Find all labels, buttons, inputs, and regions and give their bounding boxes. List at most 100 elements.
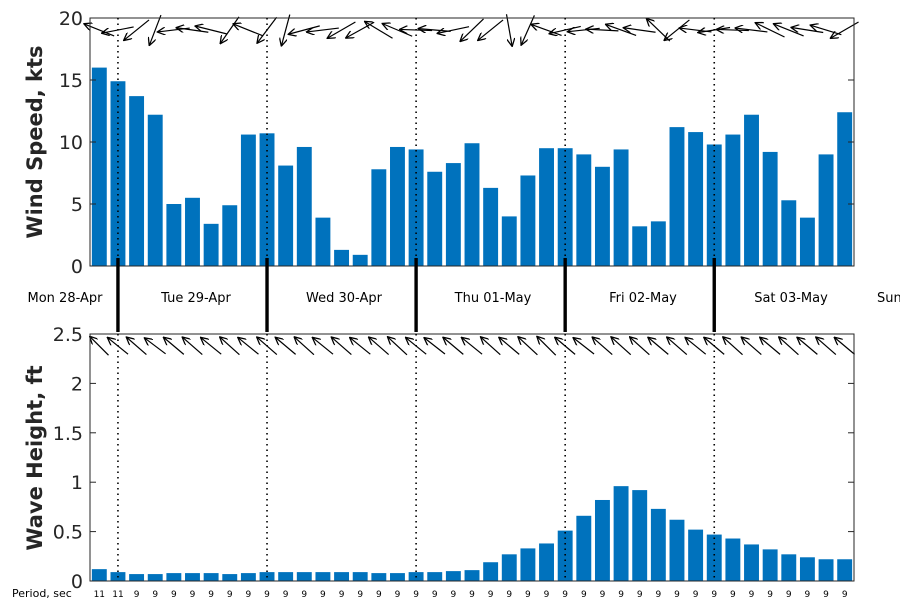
wave-y-tick-label: 2.5 — [53, 324, 83, 346]
wind-direction-arrow — [717, 29, 749, 30]
wave-direction-arrow — [90, 337, 109, 356]
wave-direction-arrow — [518, 337, 538, 356]
wave-y-tick-label: 1 — [71, 472, 83, 494]
wave-bar — [837, 559, 853, 581]
wind-direction-arrow — [307, 28, 339, 32]
period-value: 9 — [637, 590, 643, 600]
wave-direction-arrow — [481, 337, 501, 356]
wind-bar — [781, 200, 797, 266]
period-value: 9 — [581, 590, 587, 600]
wind-bar — [688, 132, 704, 266]
wave-direction-arrow — [443, 338, 464, 355]
wave-direction-arrow — [127, 337, 147, 355]
wind-y-tick-label: 20 — [59, 8, 83, 30]
wind-bar — [799, 217, 815, 266]
wave-bar — [781, 554, 797, 581]
wave-bar — [725, 538, 741, 581]
period-value: 9 — [301, 590, 307, 600]
wind-direction-arrow — [478, 19, 504, 40]
wave-bar — [296, 572, 312, 581]
wave-bar — [520, 548, 536, 581]
period-value: 9 — [805, 590, 811, 600]
wave-direction-arrow — [369, 337, 390, 355]
wind-direction-arrow — [624, 28, 656, 33]
wind-y-tick-label: 15 — [59, 70, 83, 92]
wave-bar — [91, 569, 107, 581]
wave-direction-arrow — [648, 338, 669, 355]
wave-bar — [315, 572, 331, 581]
period-value: 9 — [544, 590, 550, 600]
wave-bar — [445, 571, 461, 581]
wave-bar — [688, 529, 704, 581]
wave-y-tick-label: 0.5 — [53, 522, 83, 544]
day-labels: Mon 28-Apr Tue 29-Apr Wed 30-Apr Thu 01-… — [28, 291, 900, 306]
wave-bar — [129, 574, 145, 581]
wind-bar — [91, 67, 107, 266]
period-value: 9 — [376, 590, 382, 600]
wind-direction-arrow — [124, 19, 150, 40]
wave-direction-arrow — [779, 337, 799, 356]
period-value: 11 — [112, 590, 123, 600]
wind-bar — [427, 171, 443, 266]
wind-y-tick-label: 0 — [71, 256, 83, 278]
day-separators — [116, 18, 716, 581]
wave-direction-arrow — [593, 337, 613, 355]
wind-direction-arrow — [521, 15, 535, 44]
wave-direction-arrow — [797, 338, 818, 355]
wind-bar — [147, 114, 163, 266]
wind-direction-arrow — [149, 14, 162, 45]
period-value: 9 — [562, 590, 568, 600]
wave-bar — [576, 515, 592, 581]
wind-direction-arrow — [665, 19, 690, 40]
wave-direction-arrow — [816, 337, 837, 355]
wind-direction-arrow — [84, 24, 115, 37]
wave-direction-arrow — [630, 337, 650, 356]
wave-bar — [744, 544, 759, 581]
wave-direction-arrow — [742, 337, 762, 355]
day-label: Mon 28-Apr — [28, 291, 104, 306]
wind-bar — [650, 221, 666, 266]
period-title: Period, sec — [12, 587, 72, 600]
day-label: Wed 30-Apr — [306, 291, 383, 306]
wave-direction-arrow — [220, 337, 240, 356]
period-value: 9 — [450, 590, 456, 600]
period-value: 9 — [842, 590, 848, 600]
wind-bar — [278, 165, 294, 266]
period-value: 11 — [94, 590, 105, 600]
wave-bar — [334, 572, 350, 581]
wave-bar — [632, 490, 648, 581]
wind-direction-arrow — [606, 25, 637, 37]
wave-y-tick-label: 2 — [71, 373, 83, 395]
wind-direction-arrow — [460, 18, 484, 41]
wind-direction-arrow — [438, 26, 470, 34]
wave-y-tick-label: 0 — [71, 571, 83, 593]
wave-direction-arrow — [723, 337, 743, 356]
period-value: 9 — [320, 590, 326, 600]
wind-direction-arrow — [811, 25, 842, 36]
wave-bar — [147, 574, 163, 581]
wind-bar — [222, 205, 238, 266]
wind-bar — [166, 204, 182, 266]
wind-y-axis-title: Wind Speed, kts — [23, 45, 47, 238]
wave-direction-arrow — [388, 337, 408, 356]
period-value: 9 — [432, 590, 438, 600]
wind-panel: 0 5 10 15 20 Wind Speed, kts — [23, 8, 859, 278]
period-value: 9 — [395, 590, 401, 600]
wave-bar — [818, 559, 834, 581]
wind-direction-arrow — [756, 23, 785, 38]
period-value: 9 — [357, 590, 363, 600]
wave-bar — [166, 573, 182, 581]
wind-direction-arrow — [328, 21, 356, 38]
wave-y-axis-title: Wave Height, ft — [23, 365, 47, 550]
wind-direction-arrow — [647, 19, 671, 42]
wave-direction-arrow — [611, 337, 632, 356]
wave-bar — [390, 573, 405, 581]
period-value: 9 — [246, 590, 252, 600]
wave-bar — [762, 549, 778, 581]
period-value: 9 — [693, 590, 699, 600]
wind-bar — [110, 81, 126, 267]
wave-direction-arrow — [350, 338, 371, 355]
wind-direction-arrow — [774, 24, 804, 37]
wave-bar — [650, 508, 666, 581]
wind-bar — [594, 166, 610, 266]
